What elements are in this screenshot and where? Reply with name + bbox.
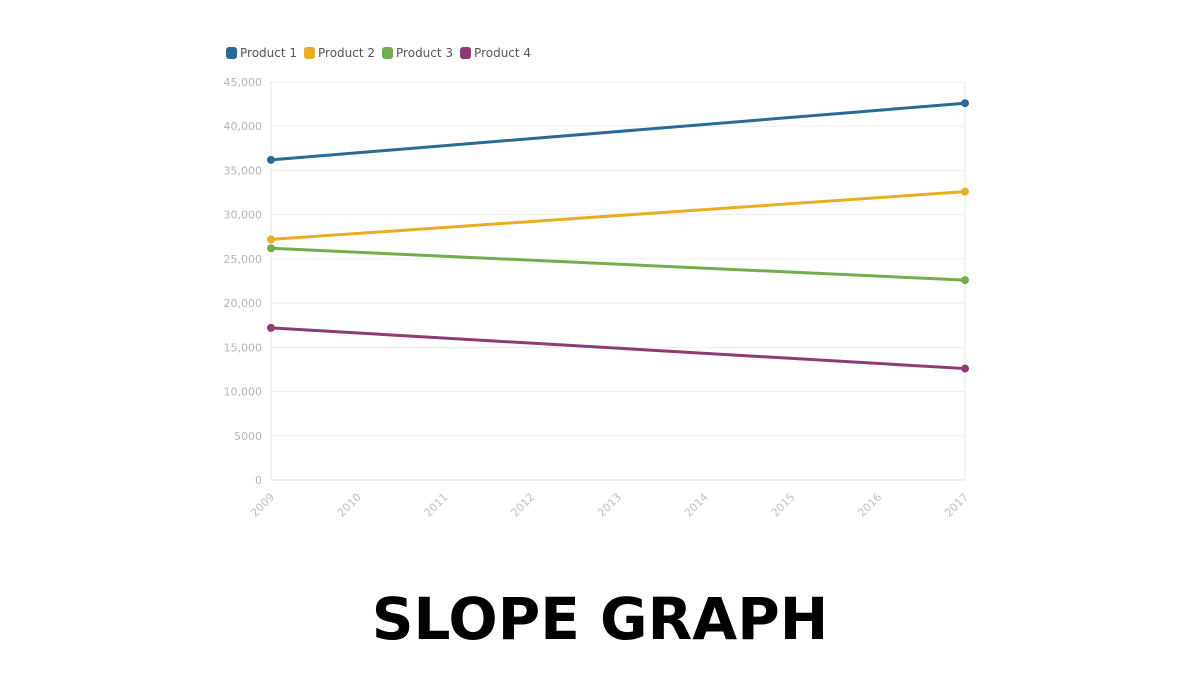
x-tick-label: 2011 bbox=[422, 491, 451, 520]
y-tick-label: 25,000 bbox=[224, 253, 263, 266]
y-tick-label: 40,000 bbox=[224, 120, 263, 133]
x-tick-label: 2014 bbox=[682, 491, 711, 520]
y-tick-label: 15,000 bbox=[224, 341, 263, 354]
x-tick-label: 2010 bbox=[335, 491, 364, 520]
y-tick-label: 20,000 bbox=[224, 297, 263, 310]
legend-item[interactable]: Product 1 bbox=[226, 46, 297, 60]
series-line bbox=[269, 326, 967, 371]
y-tick-label: 30,000 bbox=[224, 209, 263, 222]
chart-legend: Product 1 Product 2 Product 3 Product 4 bbox=[226, 44, 538, 62]
series-line bbox=[269, 190, 967, 241]
series-line bbox=[269, 101, 967, 162]
legend-item[interactable]: Product 3 bbox=[382, 46, 453, 60]
x-tick-label: 2017 bbox=[942, 491, 971, 520]
y-tick-label: 10,000 bbox=[224, 386, 263, 399]
slope-chart: 0 5000 10,000 15,000 20,000 25,000 30,000 35,00… bbox=[224, 76, 972, 520]
legend-item[interactable]: Product 2 bbox=[304, 46, 375, 60]
data-point bbox=[267, 323, 275, 332]
data-point bbox=[961, 187, 969, 196]
legend-swatch bbox=[382, 47, 394, 59]
y-tick-label: 35,000 bbox=[224, 164, 263, 177]
data-point bbox=[267, 235, 275, 244]
x-tick-label: 2015 bbox=[769, 491, 798, 520]
data-point bbox=[961, 276, 969, 285]
series-line bbox=[269, 246, 967, 282]
page-caption: SLOPE GRAPH bbox=[371, 585, 829, 653]
data-point bbox=[961, 99, 969, 108]
legend-swatch bbox=[226, 47, 237, 59]
legend-label: Product 4 bbox=[474, 46, 532, 60]
y-tick-label: 45,000 bbox=[224, 76, 263, 89]
data-point bbox=[961, 364, 969, 373]
legend-label: Product 1 bbox=[240, 46, 298, 60]
legend-swatch bbox=[460, 47, 472, 59]
legend-item[interactable]: Product 4 bbox=[460, 46, 531, 60]
y-tick-label: 5000 bbox=[234, 430, 262, 443]
x-tick-label: 2013 bbox=[595, 491, 624, 520]
y-tick-label: 0 bbox=[255, 474, 262, 487]
legend-label: Product 3 bbox=[396, 46, 454, 60]
x-tick-label: 2016 bbox=[855, 491, 884, 520]
x-tick-label: 2009 bbox=[248, 491, 277, 520]
legend-label: Product 2 bbox=[318, 46, 376, 60]
data-point bbox=[267, 155, 275, 164]
x-tick-label: 2012 bbox=[508, 491, 537, 520]
data-point bbox=[267, 244, 275, 253]
legend-swatch bbox=[304, 47, 316, 59]
